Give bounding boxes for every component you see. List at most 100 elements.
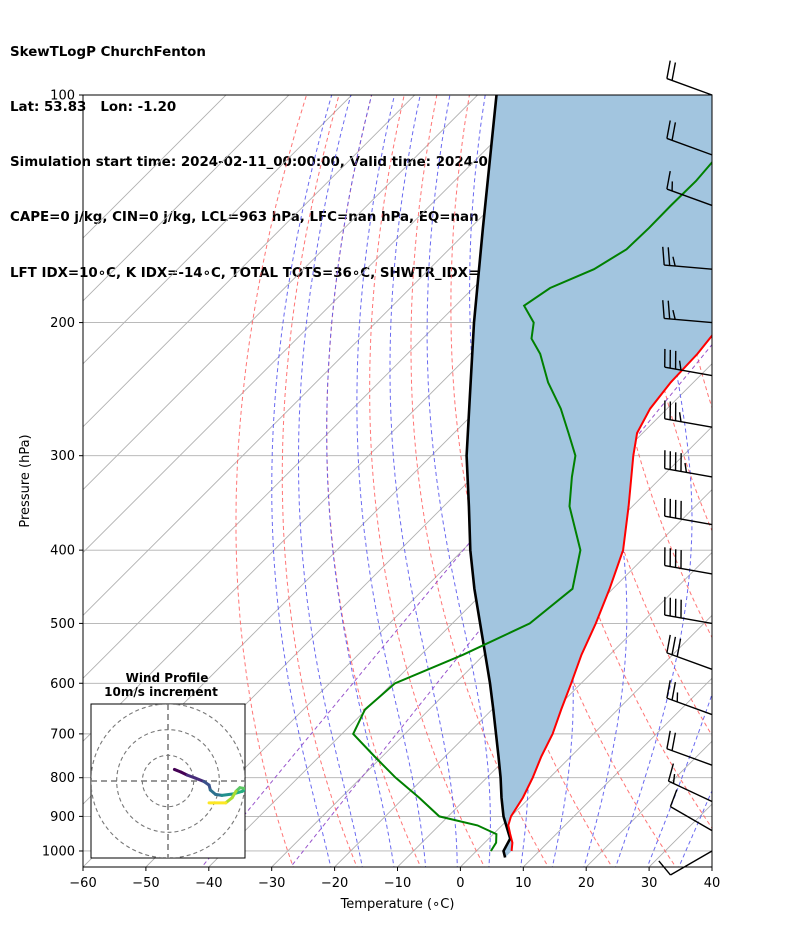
chart-title: SkewTLogP ChurchFenton [10, 44, 206, 60]
moist-adiabat [709, 862, 712, 867]
wind-barb [669, 789, 713, 832]
isotherm [711, 866, 712, 867]
y-tick-label: 700 [50, 727, 75, 742]
wind-barb [662, 246, 713, 270]
dry-adiabat [235, 95, 307, 867]
dry-adiabat [526, 95, 712, 829]
location-line: Lat: 53.83 Lon: -1.20 [10, 100, 177, 116]
x-tick-label: −10 [384, 876, 411, 891]
wind-barb-staff [666, 188, 713, 207]
wind-barb-tick [678, 412, 682, 422]
wind-barb-staff [666, 697, 713, 716]
moist-adiabat [678, 789, 712, 867]
wind-barb [658, 850, 713, 876]
dry-adiabat [369, 95, 486, 867]
wind-barb [667, 763, 713, 803]
dry-adiabat [281, 95, 358, 867]
wind-barb [666, 120, 713, 156]
isotherm [83, 95, 353, 365]
wind-barb-staff [664, 264, 713, 270]
sounding-profiles [351, 95, 712, 858]
wind-barb-staff [666, 77, 713, 96]
y-tick-label: 200 [50, 316, 75, 331]
wind-barb-tick [671, 732, 677, 751]
wind-barb-staff [666, 748, 713, 766]
wind-barb-tick [672, 773, 676, 784]
hodograph-plot [91, 704, 245, 858]
wind-barb-tick [676, 638, 682, 657]
wind-barb-staff [664, 614, 713, 625]
wind-barb-tick [667, 247, 671, 266]
wind-barb [666, 634, 713, 670]
isotherm [333, 488, 712, 867]
x-tick-label: 20 [578, 876, 595, 891]
moist-adiabat [298, 95, 363, 867]
x-tick-label: 10 [515, 876, 532, 891]
hodograph-title: Wind Profile [126, 671, 209, 685]
isotherm [459, 614, 712, 867]
mixing-ratio-line [289, 343, 712, 867]
wind-barb-staff [664, 366, 713, 377]
wind-barb-tick [666, 634, 671, 654]
wind-barb [664, 596, 713, 625]
wind-barb-tick [666, 120, 671, 139]
hodograph-segment [220, 792, 235, 797]
wind-barb-staff [664, 418, 713, 428]
cin-shaded-area [466, 95, 712, 858]
axes: −60 −50 −40 −30 −20 −10 0 10 20 30 40 1000 900 800 700… [42, 89, 720, 892]
wind-barb-tick [671, 122, 677, 141]
isotherm [271, 426, 712, 867]
wind-barb-tick [658, 860, 671, 876]
moist-adiabat [356, 95, 427, 867]
dewpoint-line [351, 160, 712, 852]
y-tick-label: 500 [50, 617, 75, 632]
wind-barb-tick [671, 681, 677, 701]
y-tick-label: 400 [50, 544, 75, 559]
wind-barb-tick [666, 170, 671, 190]
isotherm [522, 677, 712, 867]
wind-barb [664, 497, 713, 526]
moist-adiabat [426, 95, 491, 867]
wind-barb-tick [671, 62, 677, 81]
wind-barbs [658, 60, 713, 876]
y-tick-label: 900 [50, 810, 75, 825]
wind-barb-staff [670, 806, 713, 832]
isotherm [83, 95, 290, 302]
x-tick-label: −50 [132, 876, 159, 891]
dry-adiabat [763, 95, 794, 870]
wind-barb [666, 170, 713, 207]
x-tick-label: 40 [704, 876, 721, 891]
y-tick-label: 300 [50, 449, 75, 464]
hodograph-subtitle: 10m/s increment [104, 685, 218, 699]
wind-barb-tick [669, 789, 678, 807]
isotherm [83, 95, 479, 491]
wind-barb-staff [666, 652, 713, 670]
wind-barb [664, 547, 713, 575]
wind-barb [666, 60, 713, 96]
hodograph-segment [193, 776, 206, 784]
wind-barb-tick [666, 60, 671, 79]
wind-barb [666, 680, 713, 716]
wind-barb-staff [666, 137, 713, 156]
x-tick-label: −30 [258, 876, 285, 891]
wind-barb-tick [671, 636, 677, 655]
wind-barb-staff [664, 317, 713, 324]
isotherm [83, 95, 416, 428]
wind-barb [666, 730, 713, 766]
y-axis-label: Pressure (hPa) [18, 434, 33, 527]
y-tick-label: 1000 [42, 844, 75, 859]
y-tick-label: 600 [50, 677, 75, 692]
dry-adiabat [410, 95, 549, 867]
wind-barb-tick [672, 309, 676, 320]
wind-barb-tick [684, 462, 688, 473]
temperature-line [507, 334, 712, 852]
x-tick-label: 0 [456, 876, 464, 891]
moist-adiabat [271, 95, 333, 867]
wind-barb-tick [662, 246, 665, 266]
x-tick-label: −20 [321, 876, 348, 891]
wind-barb-tick [666, 730, 671, 749]
hodograph-segment [240, 787, 245, 793]
moist-adiabat [646, 692, 712, 867]
wind-barb-tick [662, 300, 665, 319]
